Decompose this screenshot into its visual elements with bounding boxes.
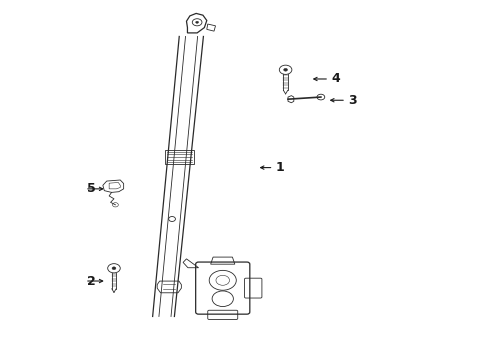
Text: 5: 5: [87, 183, 96, 195]
Text: 4: 4: [331, 72, 340, 85]
Text: 2: 2: [87, 275, 96, 288]
Text: 1: 1: [275, 161, 284, 174]
Text: 3: 3: [348, 94, 356, 107]
Circle shape: [195, 21, 198, 23]
Circle shape: [283, 68, 287, 71]
Circle shape: [112, 267, 116, 270]
